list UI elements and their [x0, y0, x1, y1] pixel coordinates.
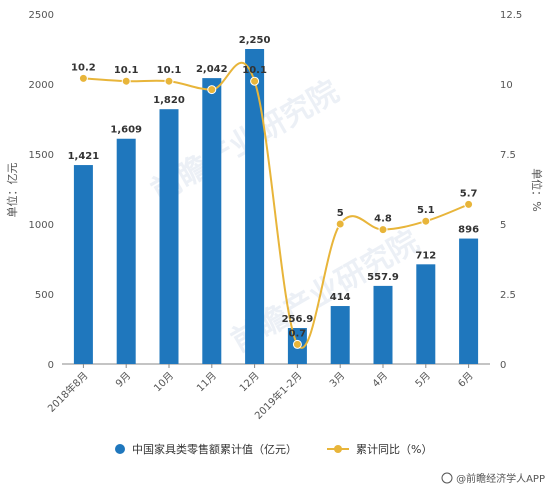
y-right-tick-label: 7.5 [500, 150, 516, 161]
bar-series [73, 49, 479, 365]
line-value-label: 5.1 [417, 205, 435, 216]
y-left-tick-label: 0 [48, 360, 54, 371]
line-value-label: 5 [337, 208, 344, 219]
x-tick-label: 10月 [152, 370, 177, 395]
line-point [335, 219, 345, 229]
x-tick-label: 3月 [327, 370, 347, 390]
app-logo-icon [441, 472, 453, 484]
y-right-tick-label: 5 [500, 220, 506, 231]
legend-bar-marker [115, 444, 125, 454]
y-left-tick-label: 2000 [29, 80, 54, 91]
legend: 中国家具类零售额累计值（亿元） 累计同比（%） [115, 442, 432, 456]
bar [373, 285, 393, 364]
line-point [378, 225, 388, 235]
bar-value-label: 2,042 [196, 64, 228, 75]
line-value-label: 10.1 [114, 65, 139, 76]
credit: @前瞻经济学人APP [441, 472, 545, 485]
bar [159, 109, 179, 364]
y-left-tick-label: 1500 [29, 150, 54, 161]
x-tick-label: 2018年8月 [45, 369, 91, 415]
bar-value-label: 1,421 [68, 151, 100, 162]
y-left-axis-title: 单位：亿元 [5, 163, 19, 218]
y-left-tick-label: 500 [35, 290, 54, 301]
bar-value-label: 2,250 [239, 35, 271, 46]
y-right-tick-label: 10 [500, 80, 513, 91]
bar [245, 49, 265, 364]
legend-line-label: 累计同比（%） [356, 443, 432, 456]
bar-value-label: 256.9 [282, 314, 314, 325]
legend-line-marker [334, 445, 342, 453]
credit-text: @前瞻经济学人APP [456, 472, 545, 485]
y-right-tick-label: 2.5 [500, 290, 516, 301]
bar [330, 306, 350, 364]
axes: 0 500 1000 1500 2000 2500 0 2.5 5 7.5 10 12.5 单位：亿元 单… [5, 10, 544, 422]
line-value-label: 10.1 [242, 65, 267, 76]
line-point [164, 76, 174, 86]
y-right-tick-label: 0 [500, 360, 506, 371]
y-left-tick-label: 1000 [29, 220, 54, 231]
bar-value-label: 896 [458, 225, 479, 236]
legend-bar-label: 中国家具类零售额累计值（亿元） [132, 442, 297, 456]
line-point [421, 216, 431, 226]
bar [202, 78, 222, 365]
x-tick-label: 12月 [237, 370, 262, 395]
line-value-label: 5.7 [460, 188, 478, 199]
bar [116, 138, 136, 364]
data-labels: 1,421 1,609 1,820 2,042 2,250 256.9 414 557.9 71… [68, 35, 479, 339]
x-tick-label: 11月 [194, 370, 219, 395]
line-point [121, 76, 131, 86]
y-right-axis-title: 单位：% [530, 168, 544, 211]
line-series [78, 61, 474, 349]
bar-value-label: 414 [330, 292, 351, 303]
line-value-label: 0.7 [289, 328, 307, 339]
bar-value-label: 557.9 [367, 272, 399, 283]
bar-value-label: 1,609 [110, 125, 142, 136]
y-right-tick-label: 12.5 [500, 10, 522, 21]
bar-value-label: 1,820 [153, 95, 185, 106]
y-left-tick-label: 2500 [29, 10, 54, 21]
bar [73, 165, 93, 364]
bar [416, 264, 436, 364]
bar [459, 238, 479, 364]
x-tick-label: 6月 [456, 370, 476, 390]
line-point [78, 73, 88, 83]
line-point [464, 199, 474, 209]
x-tick-label: 9月 [113, 370, 133, 390]
line-value-label: 4.8 [374, 214, 392, 225]
line-point [207, 85, 217, 95]
line-value-label: 10.2 [71, 62, 96, 73]
series-line [83, 61, 469, 349]
line-value-label: 10.1 [157, 65, 182, 76]
line-point [250, 76, 260, 86]
x-tick-label: 5月 [413, 370, 433, 390]
bar-value-label: 712 [415, 250, 436, 261]
x-tick-label: 4月 [370, 370, 390, 390]
line-point [292, 339, 302, 349]
